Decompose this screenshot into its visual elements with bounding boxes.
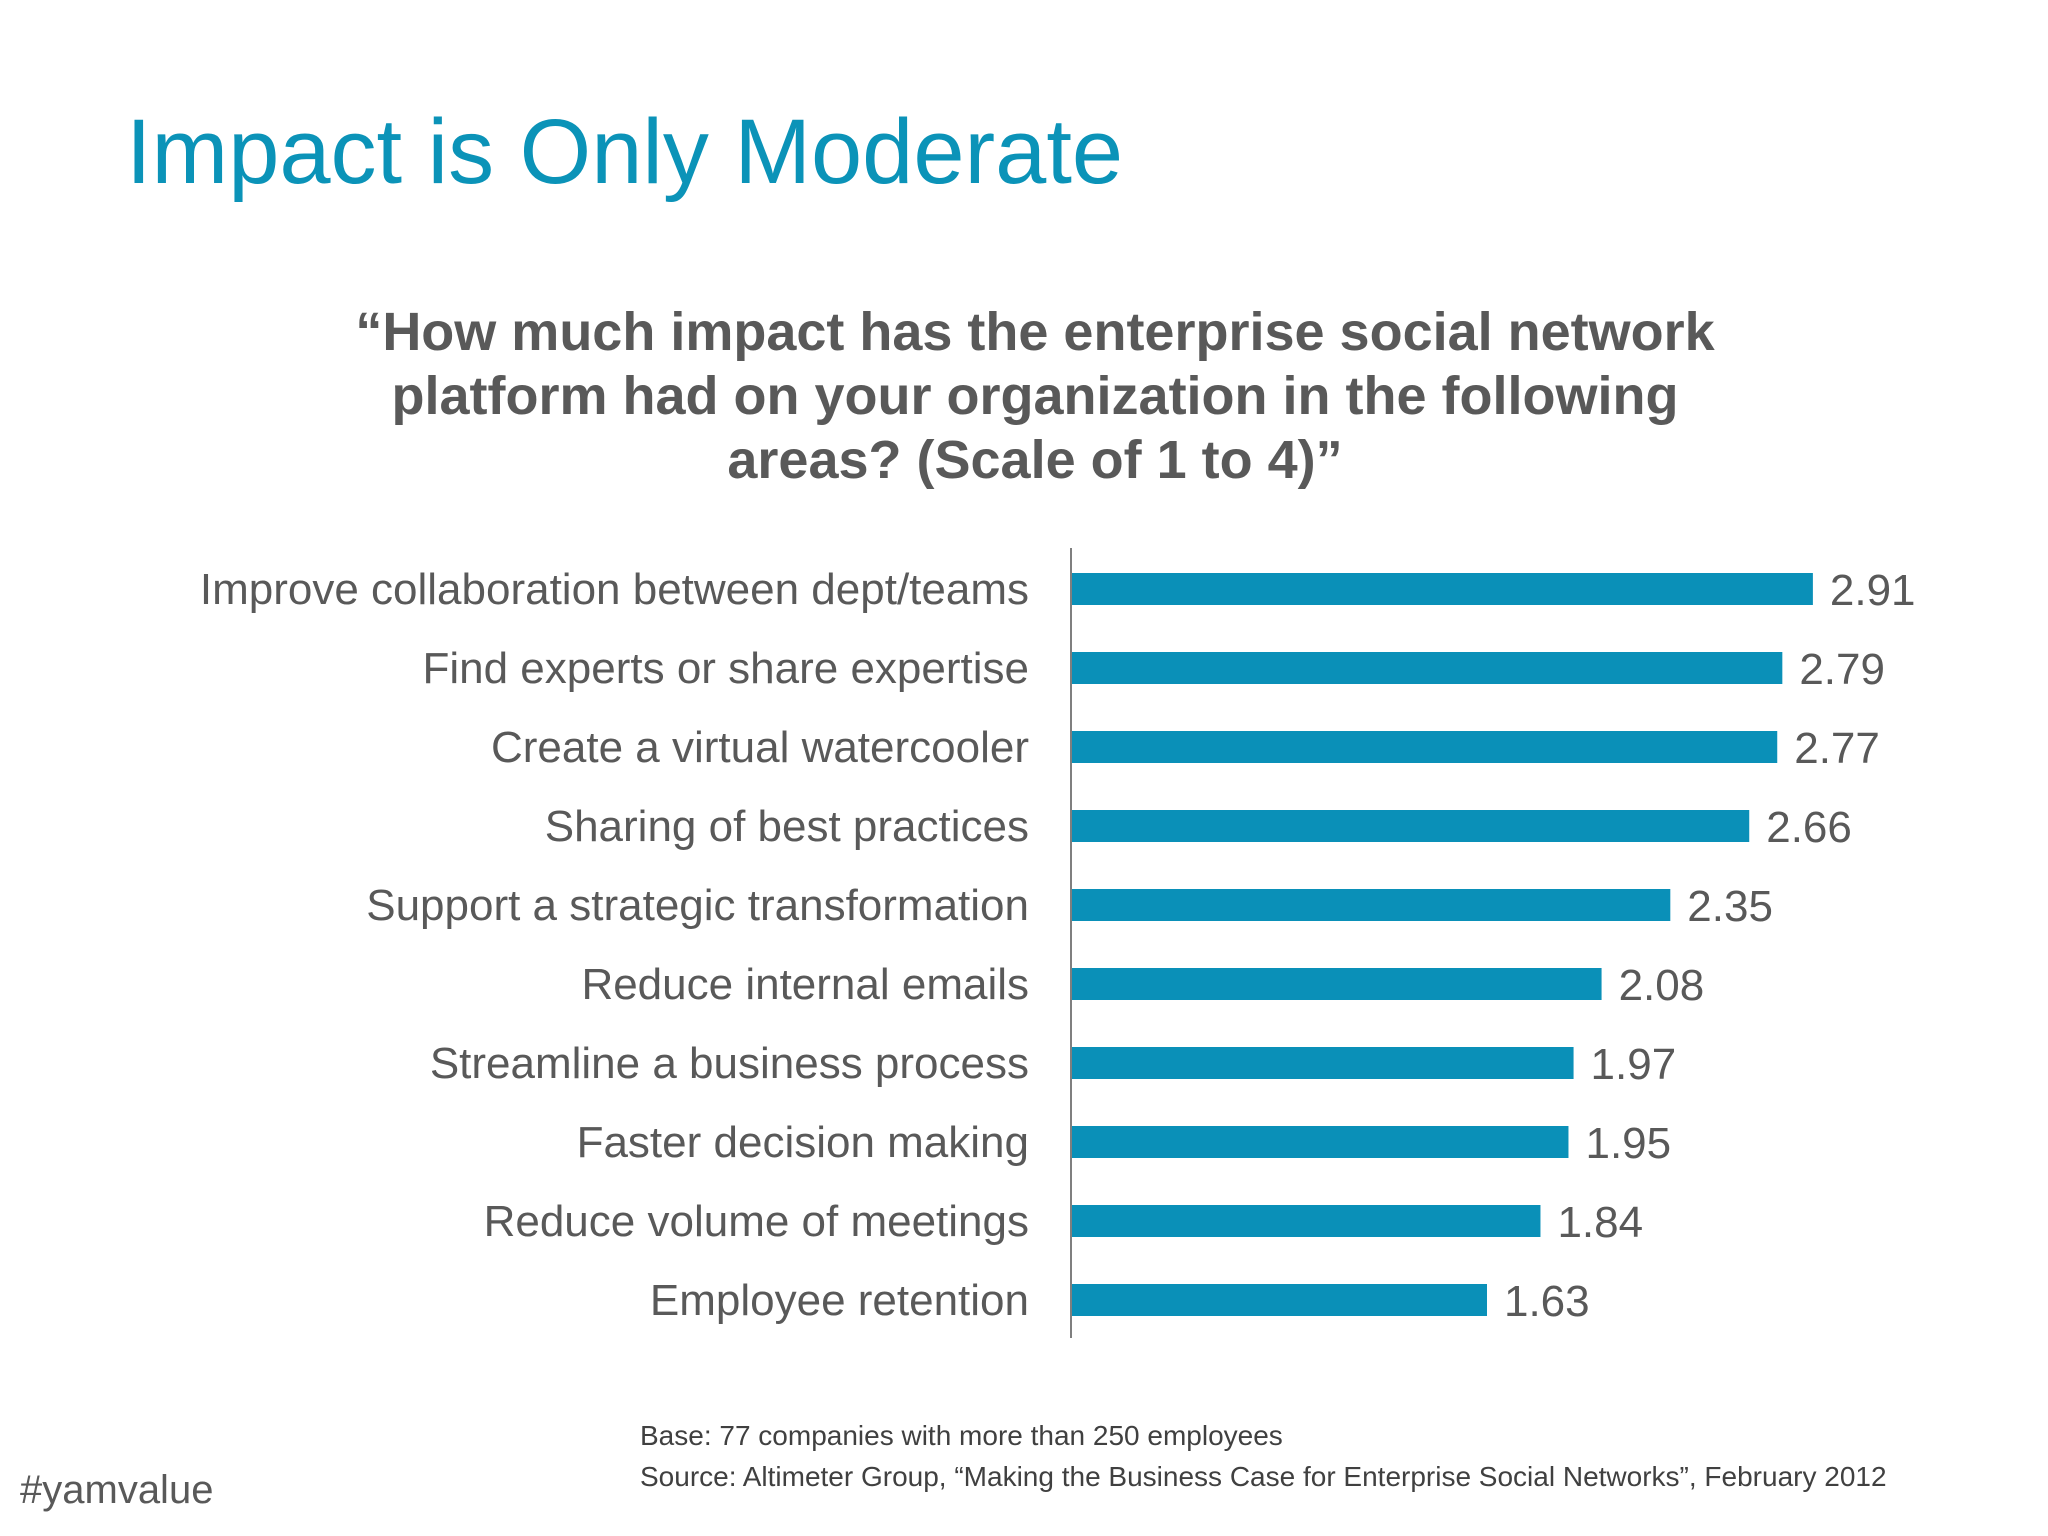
question-line: areas? (Scale of 1 to 4)” <box>727 430 1343 490</box>
category-label: Support a strategic transformation <box>366 881 1029 930</box>
data-label: 1.63 <box>1504 1277 1590 1326</box>
category-label: Sharing of best practices <box>545 802 1029 851</box>
category-label: Find experts or share expertise <box>422 644 1029 693</box>
data-label: 2.35 <box>1687 882 1773 931</box>
data-label: 2.79 <box>1799 645 1885 694</box>
source-note: Source: Altimeter Group, “Making the Bus… <box>640 1461 1887 1492</box>
bar <box>1072 1126 1569 1158</box>
category-label: Improve collaboration between dept/teams <box>200 565 1029 614</box>
slide-title: Impact is Only Moderate <box>126 101 1124 203</box>
bar <box>1072 1284 1487 1316</box>
category-label: Streamline a business process <box>430 1039 1029 1088</box>
bar <box>1072 652 1783 684</box>
category-label: Create a virtual watercooler <box>491 723 1029 772</box>
bar <box>1072 573 1813 605</box>
category-label: Faster decision making <box>577 1118 1029 1167</box>
base-note: Base: 77 companies with more than 250 em… <box>640 1420 1283 1451</box>
data-label: 1.84 <box>1557 1198 1643 1247</box>
chart-question: “How much impact has the enterprise soci… <box>210 300 1860 492</box>
question-line: “How much impact has the enterprise soci… <box>355 302 1715 362</box>
bar <box>1072 968 1602 1000</box>
data-label: 2.08 <box>1619 961 1705 1010</box>
category-label: Reduce internal emails <box>581 960 1029 1009</box>
data-label: 2.66 <box>1766 803 1852 852</box>
question-line: platform had on your organization in the… <box>391 366 1679 426</box>
category-label: Reduce volume of meetings <box>484 1197 1029 1246</box>
bar <box>1072 731 1778 763</box>
bar <box>1072 1205 1541 1237</box>
bar <box>1072 1047 1574 1079</box>
category-label: Employee retention <box>650 1276 1029 1325</box>
data-label: 2.91 <box>1830 566 1916 615</box>
bar <box>1072 810 1750 842</box>
data-label: 1.95 <box>1585 1119 1671 1168</box>
hashtag: #yamvalue <box>20 1468 214 1512</box>
data-label: 2.77 <box>1794 724 1880 773</box>
data-label: 1.97 <box>1591 1040 1677 1089</box>
bar <box>1072 889 1671 921</box>
